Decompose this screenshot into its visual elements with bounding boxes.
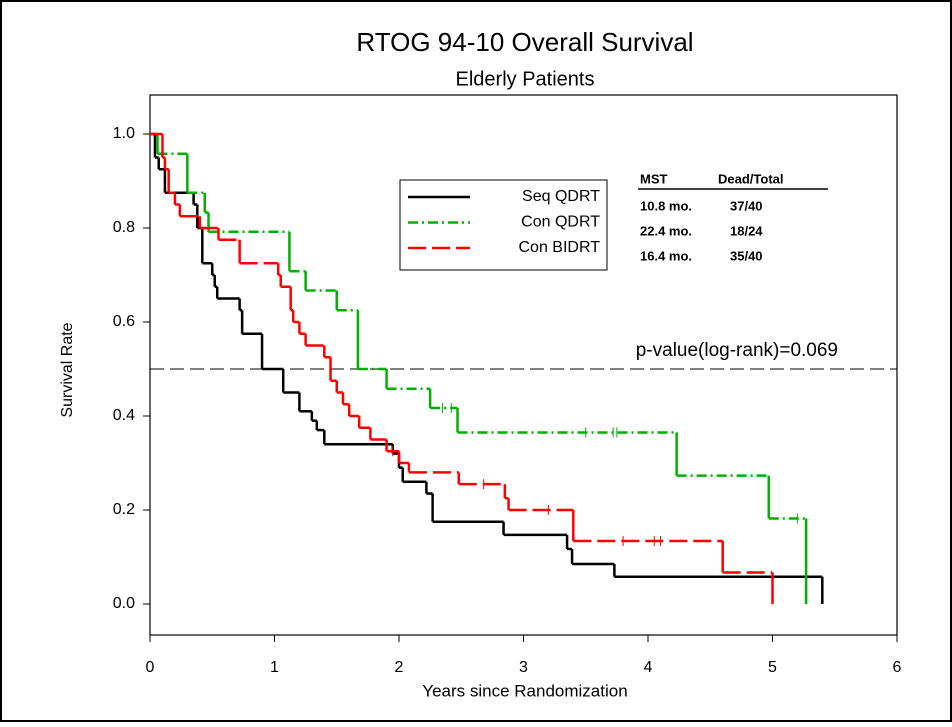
y-tick-label: 0.6 (113, 313, 135, 330)
table-cell: 35/40 (730, 248, 763, 263)
y-tick-label: 0.0 (113, 595, 135, 612)
x-tick-label: 5 (768, 659, 777, 676)
series (150, 132, 808, 604)
x-tick-label: 2 (395, 659, 404, 676)
table-cell: 18/24 (730, 223, 763, 238)
y-axis-label: Survival Rate (59, 322, 76, 417)
x-tick-label: 0 (146, 659, 155, 676)
y-tick-label: 0.4 (113, 407, 135, 424)
table-cell: 16.4 mo. (640, 248, 692, 263)
x-tick-label: 4 (644, 659, 653, 676)
y-tick-label: 1.0 (113, 125, 135, 142)
chart-subtitle: Elderly Patients (456, 68, 595, 90)
legend-label: Seq QDRT (522, 188, 600, 205)
x-tick-label: 1 (270, 659, 279, 676)
table-header: Dead/Total (718, 171, 784, 186)
legend-label: Con QDRT (521, 214, 600, 231)
table-cell: 37/40 (730, 198, 763, 213)
y-tick-label: 0.8 (113, 219, 135, 236)
y-tick-label: 0.2 (113, 501, 135, 518)
x-axis-label: Years since Randomization (422, 681, 627, 700)
legend-label: Con BIDRT (518, 239, 600, 256)
x-tick-label: 3 (519, 659, 528, 676)
legend (399, 179, 608, 271)
x-tick-label: 6 (893, 659, 902, 676)
table-cell: 10.8 mo. (640, 198, 692, 213)
table-cell: 22.4 mo. (640, 223, 692, 238)
series (150, 132, 774, 604)
chart-title: RTOG 94-10 Overall Survival (356, 27, 693, 57)
stats-table: MST Dead/Total 10.8 mo. 37/40 22.4 mo. 1… (638, 171, 828, 263)
annotation: p-value(log-rank)=0.069 (636, 340, 838, 361)
table-header: MST (640, 171, 668, 186)
